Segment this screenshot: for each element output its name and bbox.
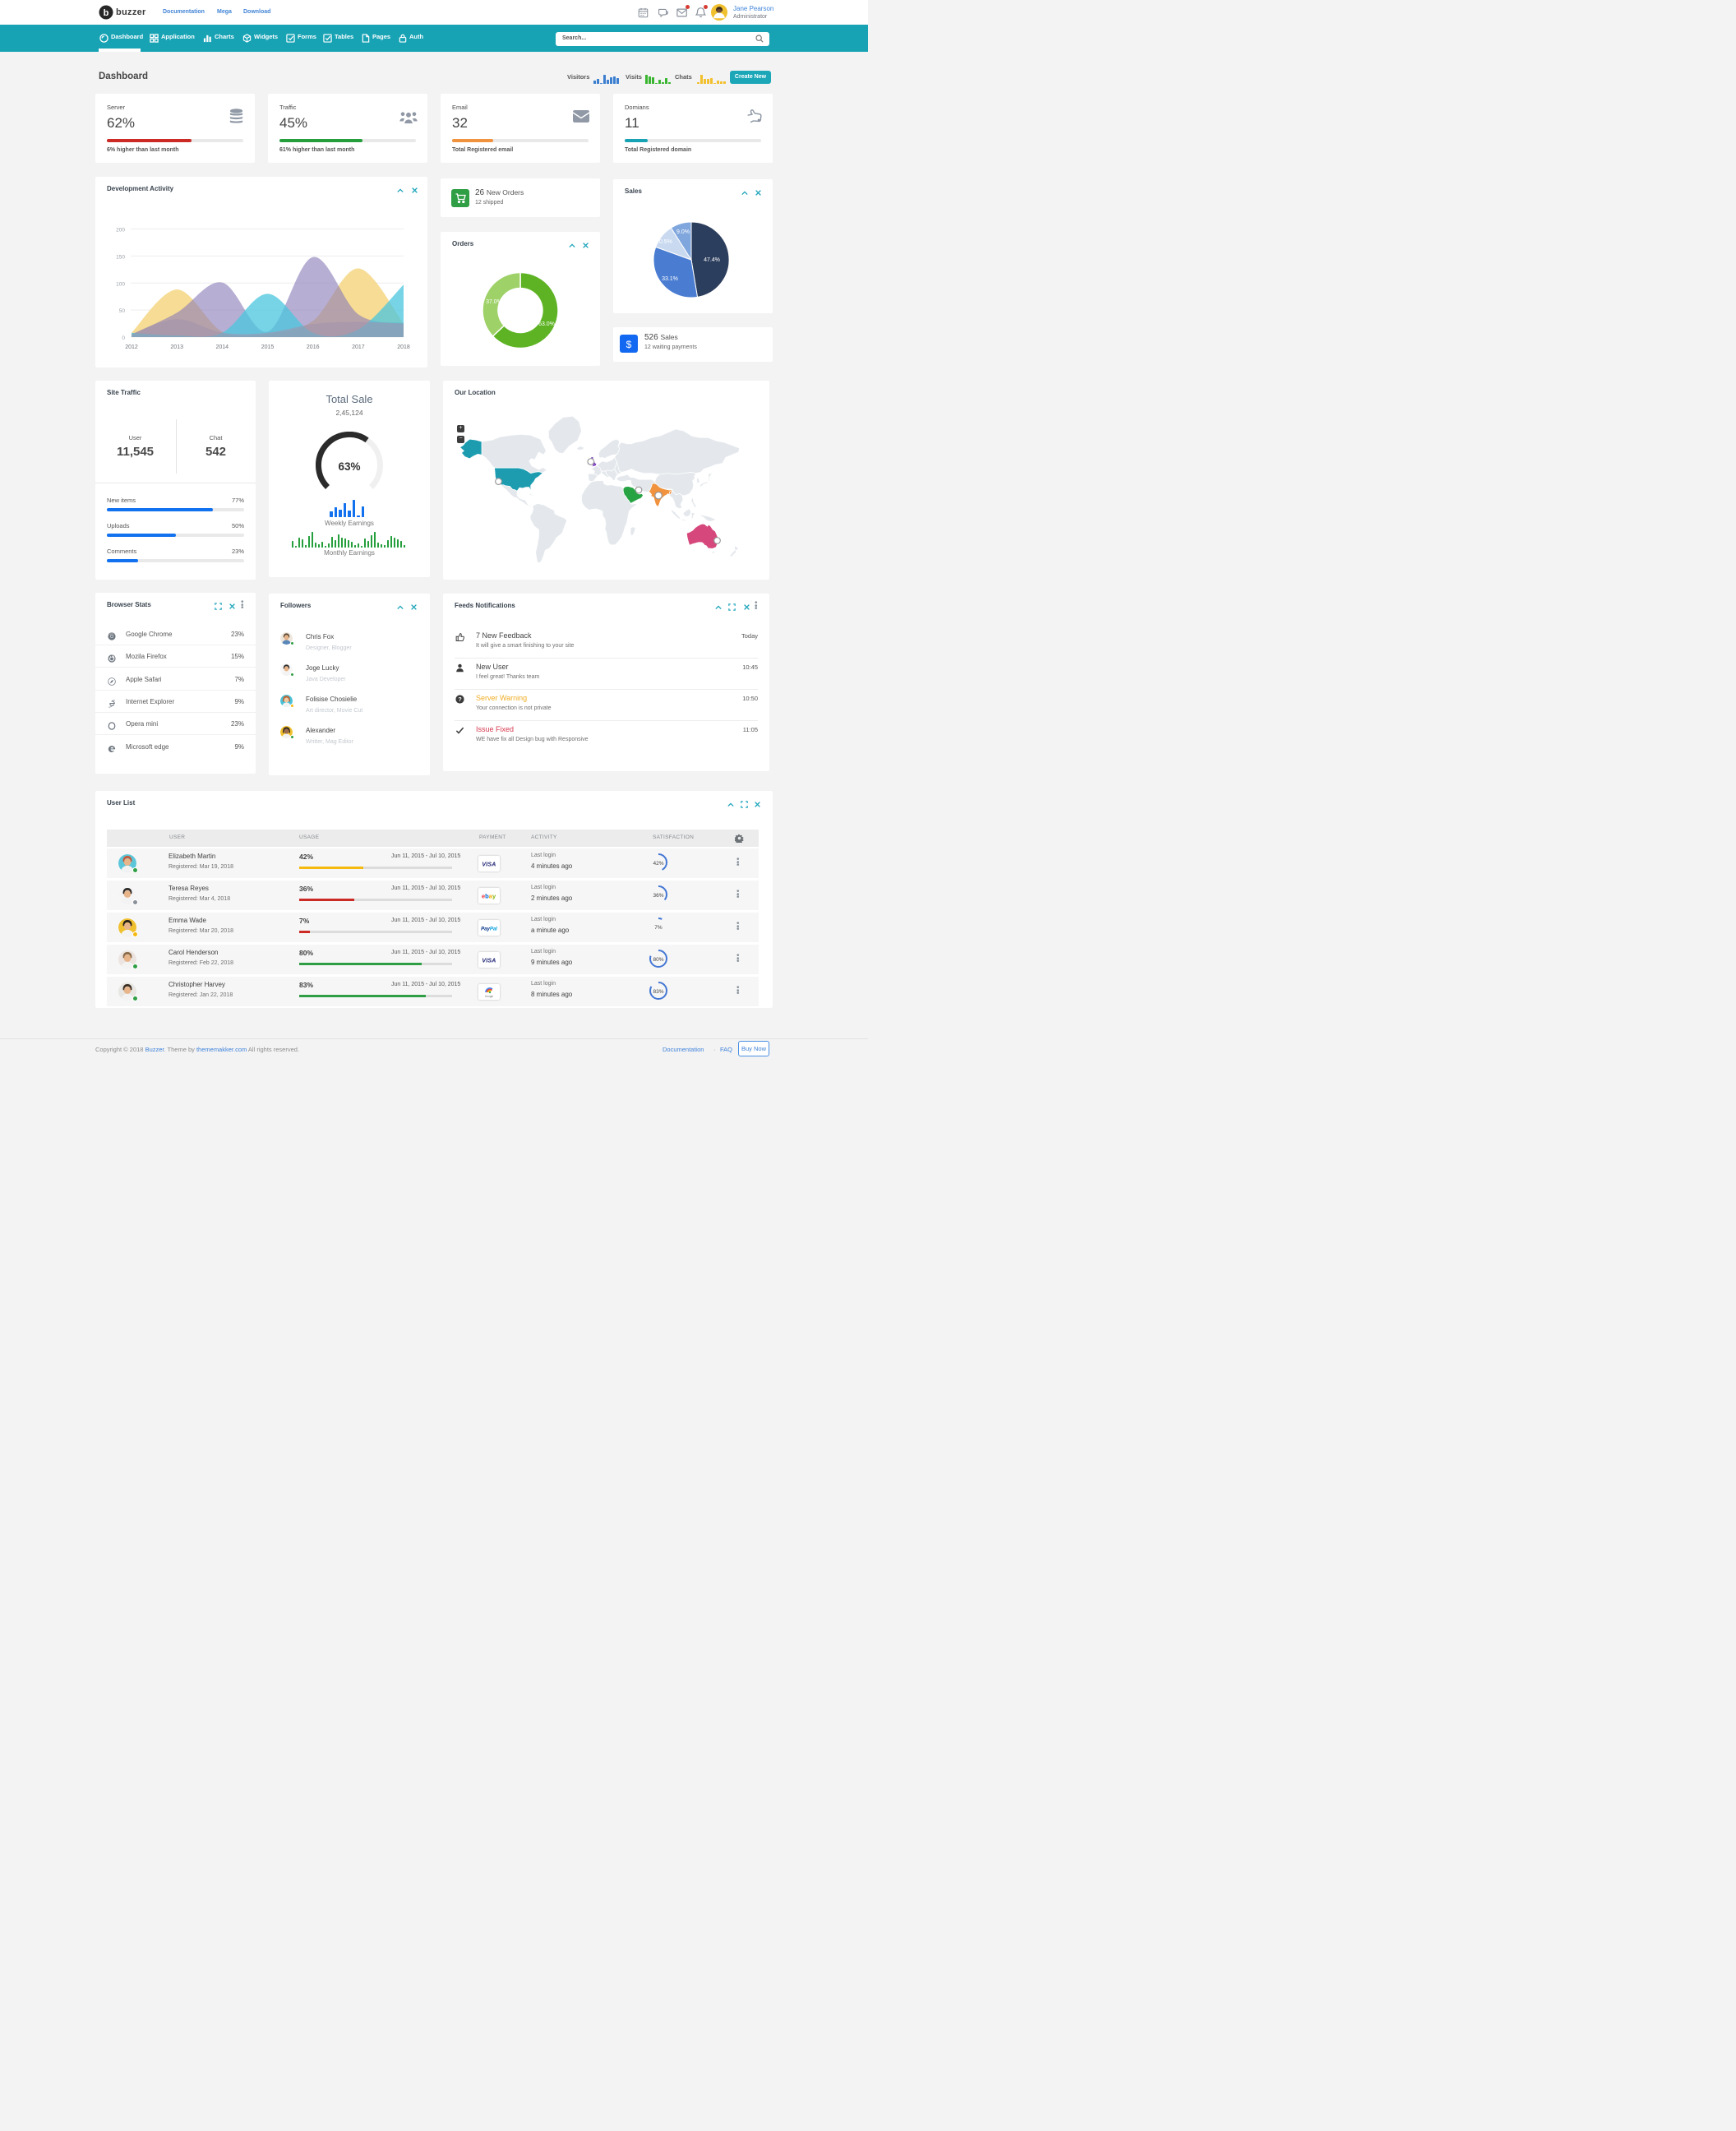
svg-text:ebay: ebay	[482, 892, 496, 899]
svg-text:2014: 2014	[216, 344, 229, 350]
svg-text:200: 200	[116, 228, 125, 233]
svg-text:$: $	[626, 339, 632, 350]
svg-text:150: 150	[116, 254, 125, 260]
svg-text:83%: 83%	[653, 989, 663, 995]
svg-text:80%: 80%	[653, 957, 663, 963]
svg-text:63.0%: 63.0%	[538, 321, 555, 327]
svg-text:2013: 2013	[170, 344, 183, 350]
svg-text:b: b	[104, 8, 109, 18]
svg-text:PayPal: PayPal	[481, 927, 497, 931]
svg-text:37.0%: 37.0%	[486, 299, 502, 305]
svg-text:7%: 7%	[654, 925, 663, 931]
svg-text:Google: Google	[485, 995, 494, 998]
svg-text:2017: 2017	[352, 344, 365, 350]
svg-text:33.1%: 33.1%	[662, 276, 678, 282]
svg-text:2016: 2016	[307, 344, 320, 350]
svg-text:2012: 2012	[125, 344, 138, 350]
svg-text:47.4%: 47.4%	[704, 257, 720, 263]
svg-text:10.5%: 10.5%	[656, 239, 672, 245]
svg-text:42%: 42%	[653, 861, 663, 867]
svg-text:VISA: VISA	[482, 862, 496, 867]
svg-text:2018: 2018	[397, 344, 410, 350]
svg-text:2015: 2015	[261, 344, 275, 350]
svg-text:9.0%: 9.0%	[676, 229, 690, 235]
svg-text:?: ?	[458, 697, 461, 703]
svg-text:100: 100	[116, 281, 125, 287]
svg-text:36%: 36%	[653, 893, 663, 899]
svg-text:50: 50	[119, 308, 126, 314]
svg-text:0: 0	[122, 335, 125, 341]
svg-text:63%: 63%	[338, 460, 360, 473]
svg-text:VISA: VISA	[482, 958, 496, 964]
